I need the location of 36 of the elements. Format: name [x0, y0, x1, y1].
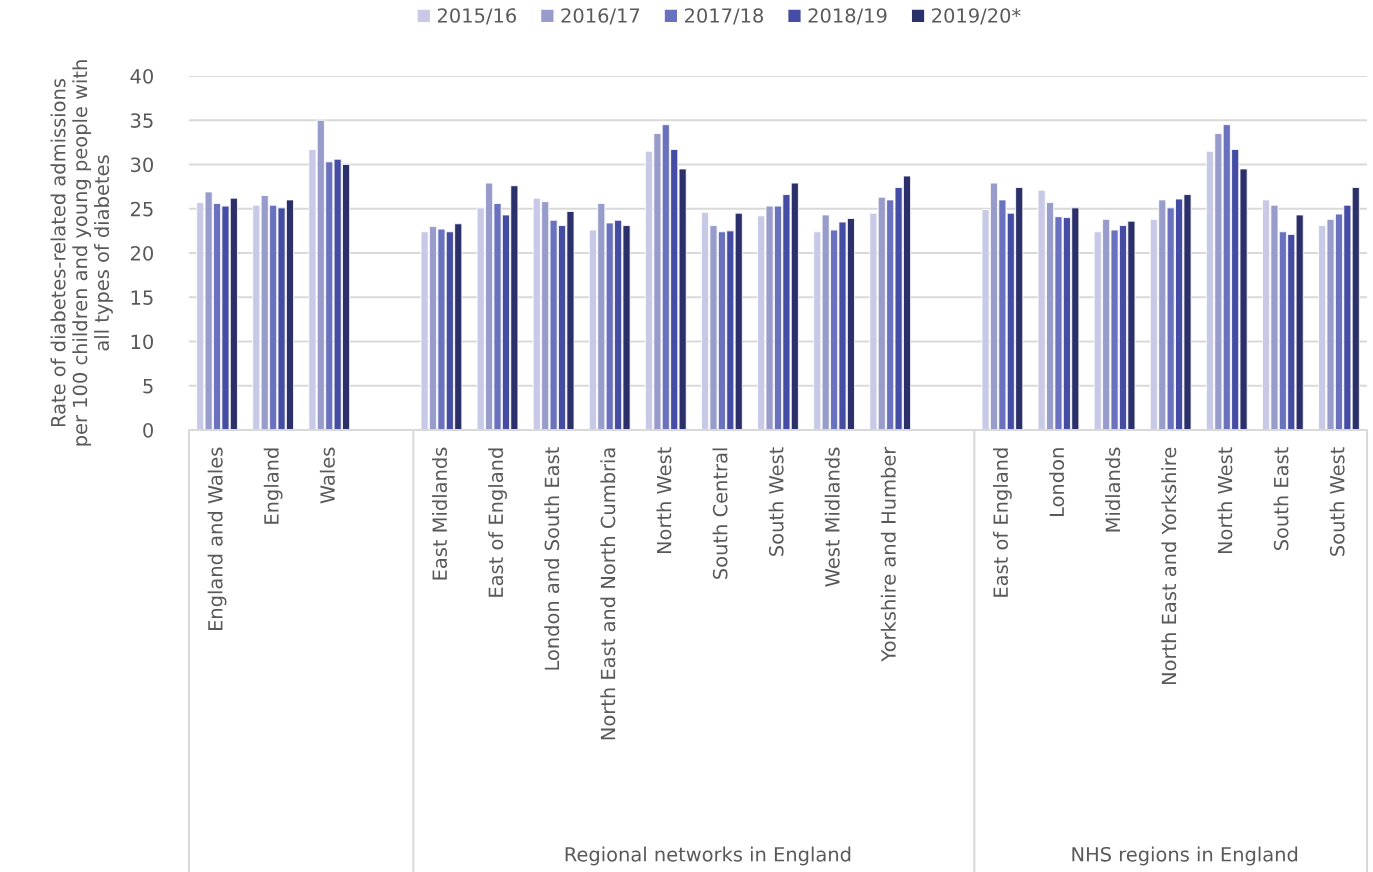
x-tick-label: England — [263, 448, 283, 524]
y-tick-label: 15 — [131, 290, 153, 305]
y-tick-label: 25 — [130, 201, 153, 217]
x-tick-label: North East and North Cumbria — [600, 448, 616, 740]
y-tick-label: 35 — [131, 113, 153, 128]
legend-label: 2019/20* — [932, 8, 1021, 25]
y-tick-label: 10 — [131, 334, 153, 350]
legend-label: 2018/19 — [808, 8, 887, 25]
x-tick-label: South East — [1273, 447, 1289, 551]
x-tick-label: South West — [1329, 447, 1345, 556]
text: Regional networks in England — [565, 846, 851, 866]
y-tick-label: 0 — [143, 422, 153, 438]
x-tick-label: South West — [768, 447, 784, 556]
y-tick-label: 40 — [130, 68, 153, 84]
x-tick-label: North West — [1217, 447, 1233, 554]
x-tick-label: East of England — [488, 448, 507, 597]
y-tick-label: 5 — [143, 378, 153, 394]
y-tick-label: 30 — [131, 157, 153, 173]
x-tick-label: Yorkshire and Humber — [880, 446, 896, 662]
text: NHS regions in England — [1072, 846, 1298, 866]
y-axis-title: Rate of diabetes-related admissions per 100 children and young people with all types of diabetes — [50, 60, 113, 446]
x-tick-label: England and Wales — [207, 447, 227, 631]
y-tick-label: 20 — [130, 245, 153, 261]
x-tick-label: North East and Yorkshire — [1161, 447, 1177, 685]
x-tick-label: East Midlands — [432, 447, 448, 580]
legend-label: 2015/16 — [437, 8, 517, 25]
x-tick-label: North West — [656, 447, 672, 554]
x-tick-label: London — [1049, 448, 1065, 517]
x-tick-label: West Midlands — [824, 447, 840, 587]
x-tick-label: Midlands — [1105, 447, 1121, 532]
x-tick-label: Wales — [319, 447, 335, 504]
x-tick-label: East of England — [992, 448, 1012, 597]
legend-label: 2016/17 — [561, 8, 640, 25]
x-tick-label: South Central — [712, 448, 728, 579]
legend-label: 2017/18 — [685, 8, 764, 25]
x-tick-label: London and South East — [544, 447, 560, 670]
